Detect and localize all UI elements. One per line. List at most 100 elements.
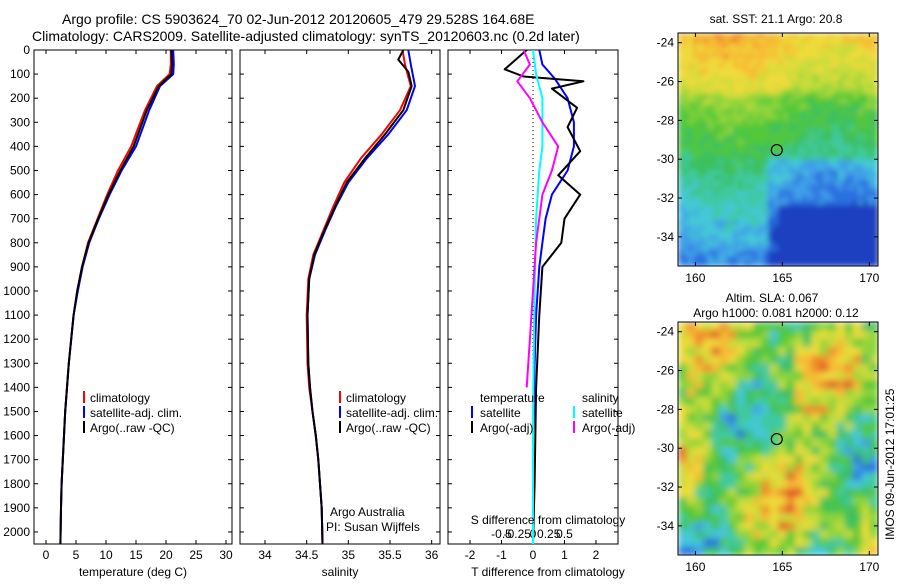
salinity-legend: climatology satellite-adj. clim. Argo(..…: [339, 391, 438, 435]
map-cell: [803, 245, 809, 252]
map-cell: [803, 235, 809, 242]
map-cell: [736, 347, 746, 356]
map-cell: [853, 174, 859, 181]
map-cell: [808, 225, 814, 232]
map-cell: [686, 413, 696, 423]
map-cell: [858, 124, 864, 130]
map-cell: [843, 260, 849, 266]
map-cell: [738, 73, 744, 80]
map-cell: [868, 78, 874, 85]
map-cell: [723, 43, 729, 49]
map-cell: [811, 488, 821, 498]
map-cell: [843, 200, 849, 206]
map-cell: [861, 530, 871, 539]
map-cell: [793, 185, 799, 191]
map-cell: [753, 119, 759, 125]
map-cell: [793, 83, 799, 90]
map-cell: [848, 159, 854, 166]
map-cell: [763, 195, 769, 201]
map-cell: [798, 114, 804, 120]
map-cell: [743, 33, 749, 39]
map-cell: [853, 446, 862, 456]
map-cell: [713, 48, 719, 54]
map-cell: [873, 210, 878, 216]
map-cell: [703, 200, 709, 206]
map-cell: [693, 124, 699, 130]
map-cell: [853, 109, 859, 115]
map-cell: [873, 48, 878, 54]
map-cell: [728, 93, 734, 100]
map-cell: [783, 250, 789, 257]
map-cell: [778, 114, 784, 120]
map-cell: [838, 124, 844, 130]
map-cell: [793, 114, 799, 120]
map-cell: [718, 195, 724, 201]
map-cell: [873, 225, 878, 232]
map-cell: [683, 78, 689, 85]
map-cell: [698, 134, 704, 140]
map-cell: [793, 174, 799, 181]
map-cell: [838, 114, 844, 120]
map-cell: [811, 421, 821, 431]
map-cell: [838, 235, 844, 242]
map-cell: [798, 154, 804, 161]
map-cell: [844, 338, 854, 348]
map-cell: [713, 174, 719, 181]
map-cell: [723, 58, 729, 64]
y-tick-label: 1100: [4, 308, 30, 322]
map-cell: [819, 413, 829, 423]
map-cell: [783, 109, 789, 115]
map-cell: [848, 73, 854, 80]
map-cell: [858, 210, 864, 216]
map-cell: [698, 119, 704, 125]
map-cell: [703, 88, 709, 95]
map-cell: [743, 43, 749, 49]
y-tick-label: 1600: [3, 429, 30, 443]
map-cell: [853, 225, 859, 232]
map-cell: [769, 488, 779, 498]
map-cell: [758, 245, 764, 252]
map-cell: [803, 250, 809, 257]
map-cell: [844, 380, 854, 390]
map-cell: [738, 58, 744, 64]
map-cell: [761, 471, 771, 481]
map-cell: [719, 338, 729, 348]
map-cell: [733, 33, 739, 39]
map-cell: [844, 463, 854, 473]
map-cell: [873, 139, 878, 146]
map-cell: [683, 255, 689, 262]
map-cell: [813, 103, 819, 110]
map-cell: [753, 93, 759, 100]
map-cell: [703, 159, 709, 166]
map-cell: [733, 255, 739, 262]
map-cell: [733, 83, 739, 90]
map-cell: [819, 513, 829, 523]
map-cell: [803, 164, 809, 171]
map-cell: [728, 78, 734, 85]
map-cell: [811, 371, 821, 381]
map-cell: [678, 225, 684, 232]
map-cell: [686, 405, 696, 415]
map-cell: [828, 338, 837, 348]
map-cell: [678, 98, 684, 105]
map-cell: [683, 139, 689, 146]
map-y-tick-label: -26: [657, 364, 675, 378]
map-cell: [848, 240, 854, 247]
map-cell: [719, 488, 729, 498]
map-y-tick-label: -24: [657, 36, 675, 50]
map-cell: [773, 179, 779, 186]
map-cell: [678, 190, 684, 196]
map-cell: [823, 260, 829, 266]
map-cell: [728, 174, 734, 181]
map-cell: [858, 88, 864, 95]
map-cell: [744, 430, 754, 440]
map-cell: [698, 73, 704, 80]
map-cell: [769, 322, 779, 331]
map-cell: [833, 38, 839, 44]
map-cell: [818, 124, 824, 130]
map-cell: [711, 413, 721, 423]
map-cell: [728, 250, 734, 257]
map-cell: [853, 88, 859, 95]
map-cell: [748, 134, 754, 140]
map-cell: [738, 33, 744, 39]
